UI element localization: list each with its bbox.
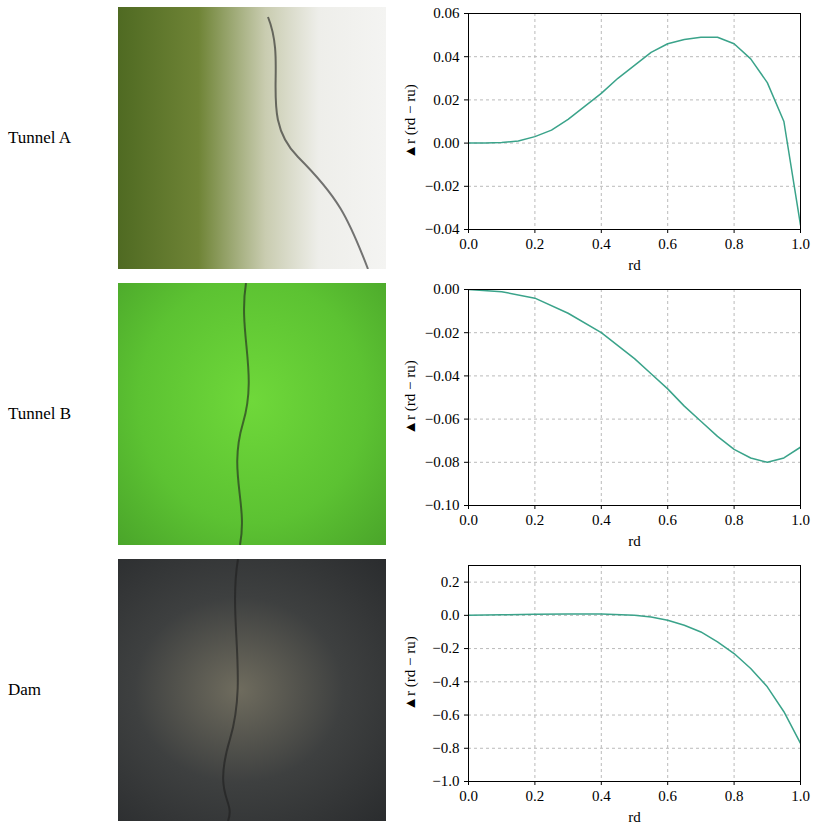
- svg-text:−0.6: −0.6: [432, 707, 460, 723]
- svg-text:−0.10: −0.10: [425, 497, 460, 513]
- svg-text:−0.4: −0.4: [432, 674, 460, 690]
- svg-text:0.04: 0.04: [433, 49, 460, 65]
- svg-text:0.0: 0.0: [459, 512, 478, 528]
- svg-text:0.8: 0.8: [725, 788, 744, 804]
- svg-text:−0.04: −0.04: [425, 221, 460, 237]
- svg-text:0.0: 0.0: [441, 607, 460, 623]
- svg-text:0.00: 0.00: [433, 281, 459, 297]
- html-text:Dam: Dam: [8, 680, 41, 699]
- svg-text:0.2: 0.2: [526, 236, 545, 252]
- svg-text:0.2: 0.2: [526, 512, 545, 528]
- svg-text:0.6: 0.6: [658, 788, 677, 804]
- svg-text:−0.06: −0.06: [425, 411, 460, 427]
- svg-text:▲r (rd − ru): ▲r (rd − ru): [402, 360, 419, 435]
- svg-text:−0.02: −0.02: [425, 325, 460, 341]
- html-text:Tunnel B: Tunnel B: [8, 404, 72, 423]
- svg-text:rd: rd: [628, 809, 641, 825]
- svg-text:0.0: 0.0: [459, 236, 478, 252]
- svg-text:rd: rd: [628, 257, 641, 273]
- svg-text:0.2: 0.2: [526, 788, 545, 804]
- svg-text:1.0: 1.0: [791, 236, 810, 252]
- svg-text:0.8: 0.8: [725, 512, 744, 528]
- svg-text:1.0: 1.0: [791, 788, 810, 804]
- svg-text:0.6: 0.6: [658, 512, 677, 528]
- svg-text:1.0: 1.0: [791, 512, 810, 528]
- svg-text:−0.04: −0.04: [425, 368, 460, 384]
- svg-text:0.4: 0.4: [592, 236, 611, 252]
- svg-text:0.00: 0.00: [433, 135, 459, 151]
- svg-text:0.6: 0.6: [658, 236, 677, 252]
- svg-text:−0.2: −0.2: [432, 640, 459, 656]
- svg-text:0.02: 0.02: [433, 92, 459, 108]
- svg-text:0.8: 0.8: [725, 236, 744, 252]
- svg-text:0.4: 0.4: [592, 512, 611, 528]
- svg-text:▲r (rd − ru): ▲r (rd − ru): [402, 84, 419, 159]
- svg-text:−0.8: −0.8: [432, 740, 459, 756]
- svg-text:0.0: 0.0: [459, 788, 478, 804]
- svg-text:−0.02: −0.02: [425, 178, 460, 194]
- svg-text:0.06: 0.06: [433, 5, 460, 21]
- svg-text:▲r (rd − ru): ▲r (rd − ru): [402, 636, 419, 711]
- svg-text:rd: rd: [628, 533, 641, 549]
- svg-text:0.2: 0.2: [441, 574, 460, 590]
- svg-text:−1.0: −1.0: [432, 773, 459, 789]
- html-text:Tunnel A: Tunnel A: [8, 128, 72, 147]
- svg-text:0.4: 0.4: [592, 788, 611, 804]
- svg-text:−0.08: −0.08: [425, 454, 460, 470]
